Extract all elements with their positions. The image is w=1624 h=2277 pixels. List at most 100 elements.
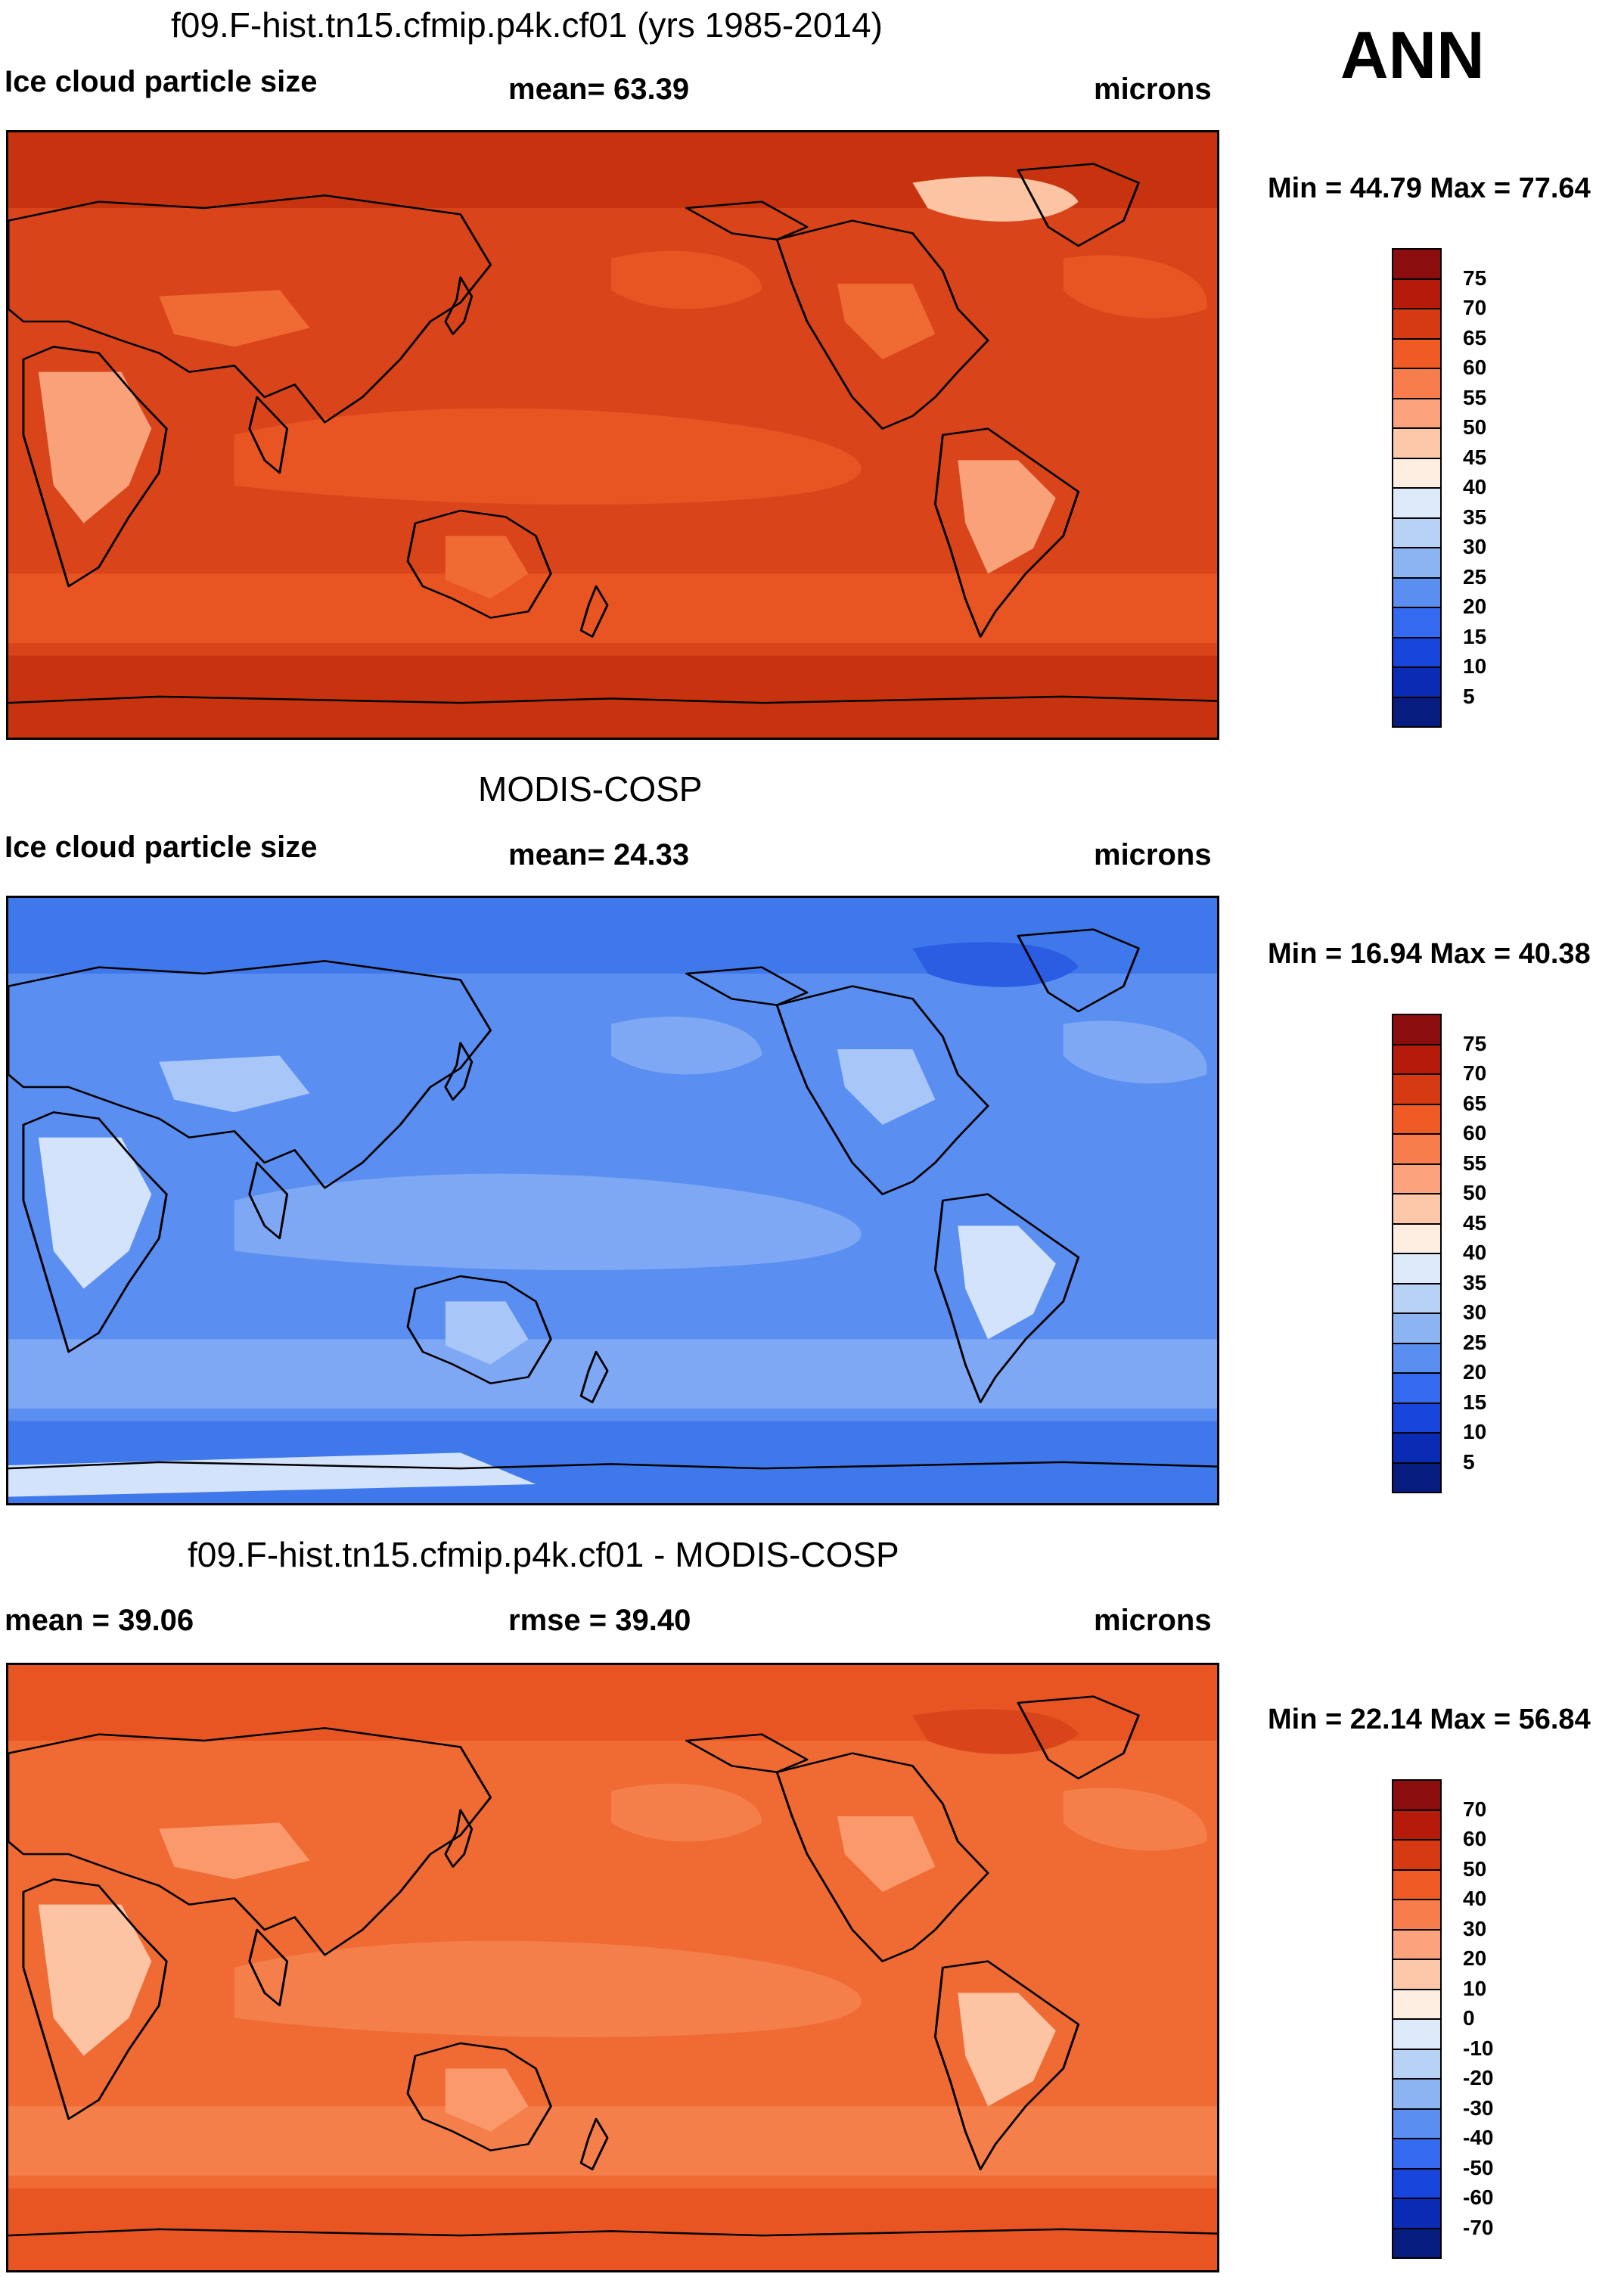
colorbar-label: 5: [1463, 1449, 1475, 1474]
colorbar-label: 10: [1463, 654, 1487, 678]
colorbar-label: 15: [1463, 1390, 1487, 1414]
colorbar-swatch: [1392, 2227, 1442, 2259]
colorbar-label: 5: [1463, 684, 1475, 708]
colorbar-label: -30: [1463, 2095, 1494, 2120]
colorbar-label: 30: [1463, 1916, 1487, 1940]
colorbar-swatch: [1392, 1928, 1442, 1960]
colorbar-label: 75: [1463, 266, 1487, 290]
colorbar-swatch: [1392, 1809, 1442, 1841]
colorbar-label: 35: [1463, 505, 1487, 529]
map-svg: [8, 898, 1217, 1503]
map-plot: [6, 1663, 1219, 2272]
colorbar-swatch: [1392, 1839, 1442, 1871]
colorbar-swatch: [1392, 397, 1442, 429]
colorbar-swatch: [1392, 607, 1442, 638]
mean-label: mean = 39.06: [5, 1604, 194, 1637]
colorbar-label: -50: [1463, 2155, 1494, 2179]
colorbar-label: 25: [1463, 1330, 1487, 1354]
colorbar-swatch: [1392, 1402, 1442, 1434]
colorbar-label: 40: [1463, 475, 1487, 499]
colorbar-label: 45: [1463, 445, 1487, 469]
variable-label: Ice cloud particle size: [5, 831, 318, 864]
colorbar-swatch: [1392, 1899, 1442, 1931]
colorbar-label: 60: [1463, 1827, 1487, 1850]
colorbar-label: 65: [1463, 1091, 1487, 1115]
colorbar-swatch: [1392, 487, 1442, 519]
panel-title: f09.F-hist.tn15.cfmip.p4k.cf01 - MODIS-C…: [188, 1535, 899, 1574]
colorbar-label: -60: [1463, 2185, 1494, 2209]
colorbar-label: 20: [1463, 1360, 1487, 1384]
units-label: microns: [1094, 1604, 1212, 1637]
colorbar-swatch: [1392, 547, 1442, 579]
mean-label: mean= 63.39: [508, 73, 690, 106]
map-svg: [8, 1665, 1217, 2270]
colorbar-label: -10: [1463, 2036, 1494, 2060]
colorbar-swatch: [1392, 248, 1442, 280]
colorbar-swatch: [1392, 517, 1442, 548]
colorbar-label: 70: [1463, 296, 1487, 319]
colorbar-swatch: [1392, 1988, 1442, 2020]
colorbar-label: -70: [1463, 2215, 1494, 2239]
colorbar-label: 50: [1463, 1181, 1487, 1204]
min-max-label: Min = 16.94 Max = 40.38: [1268, 938, 1591, 970]
colorbar-swatch: [1392, 1043, 1442, 1075]
colorbar-swatch: [1392, 2078, 1442, 2110]
colorbar-swatch: [1392, 2198, 1442, 2229]
colorbar-swatch: [1392, 1014, 1442, 1045]
colorbar-label: 0: [1463, 2006, 1475, 2030]
colorbar-label: 60: [1463, 1121, 1487, 1145]
colorbar-swatch: [1392, 1432, 1442, 1464]
colorbar-swatch: [1392, 1282, 1442, 1314]
colorbar-label: 70: [1463, 1061, 1487, 1085]
colorbar-swatch: [1392, 1253, 1442, 1285]
colorbar-swatch: [1392, 308, 1442, 340]
colorbar-label: 35: [1463, 1270, 1487, 1294]
colorbar-label: 75: [1463, 1031, 1487, 1055]
colorbar-swatch: [1392, 576, 1442, 608]
colorbar-swatch: [1392, 457, 1442, 489]
map-plot: [6, 130, 1219, 740]
variable-label: Ice cloud particle size: [5, 65, 318, 98]
colorbar-label: 55: [1463, 1151, 1487, 1175]
colorbar-swatch: [1392, 278, 1442, 309]
colorbar-swatch: [1392, 1462, 1442, 1493]
colorbar-label: 40: [1463, 1887, 1487, 1910]
colorbar-swatch: [1392, 666, 1442, 698]
colorbar-swatch: [1392, 2018, 1442, 2050]
colorbar-swatch: [1392, 1959, 1442, 1990]
colorbar-swatch: [1392, 368, 1442, 399]
colorbar-swatch: [1392, 1222, 1442, 1254]
colorbar-label: 65: [1463, 325, 1487, 349]
colorbar-label: 10: [1463, 1976, 1487, 2000]
units-label: microns: [1094, 838, 1212, 871]
colorbar-label: 10: [1463, 1420, 1487, 1443]
colorbar-swatch: [1392, 636, 1442, 668]
colorbar-swatch: [1392, 1372, 1442, 1404]
rmse-label: rmse = 39.40: [508, 1604, 691, 1637]
colorbar-label: 15: [1463, 624, 1487, 648]
colorbar-label: 25: [1463, 564, 1487, 589]
colorbar-label: 50: [1463, 415, 1487, 439]
colorbar-swatch: [1392, 337, 1442, 369]
units-label: microns: [1094, 73, 1212, 106]
min-max-label: Min = 44.79 Max = 77.64: [1268, 172, 1591, 204]
colorbar-label: 45: [1463, 1210, 1487, 1235]
colorbar-label: -20: [1463, 2066, 1494, 2089]
colorbar-label: 70: [1463, 1797, 1487, 1821]
colorbar-label: 30: [1463, 535, 1487, 558]
colorbar-label: 20: [1463, 1946, 1487, 1970]
colorbar-swatch: [1392, 427, 1442, 459]
panel-title: MODIS-COSP: [478, 769, 703, 809]
panel-title: f09.F-hist.tn15.cfmip.p4k.cf01 (yrs 1985…: [171, 5, 883, 45]
colorbar-label: 55: [1463, 385, 1487, 409]
mean-label: mean= 24.33: [508, 838, 690, 871]
colorbar-swatch: [1392, 1103, 1442, 1135]
colorbar-swatch: [1392, 1133, 1442, 1165]
colorbar-swatch: [1392, 1779, 1442, 1811]
colorbar-swatch: [1392, 1193, 1442, 1225]
colorbar-label: 60: [1463, 356, 1487, 379]
colorbar-label: 50: [1463, 1856, 1487, 1881]
colorbar-swatch: [1392, 2048, 1442, 2080]
colorbar-swatch: [1392, 1163, 1442, 1194]
colorbar-swatch: [1392, 1869, 1442, 1900]
